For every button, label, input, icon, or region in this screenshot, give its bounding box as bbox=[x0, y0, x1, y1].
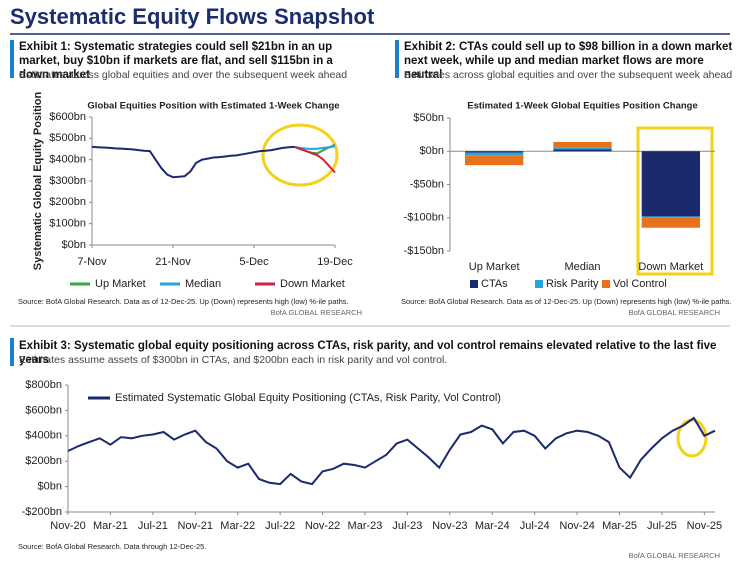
legend-label: CTAs bbox=[481, 278, 508, 290]
bar-segment bbox=[465, 155, 524, 166]
y-tick-label: $0bn bbox=[62, 239, 86, 251]
y-tick-label: $0bn bbox=[420, 145, 444, 157]
source: Source: BofA Global Research. Data as of… bbox=[401, 297, 732, 306]
y-tick-label: $800bn bbox=[25, 379, 62, 391]
x-tick-label: Nov-25 bbox=[687, 520, 722, 532]
x-tick-label: Mar-22 bbox=[220, 520, 255, 532]
exhibit-title: Exhibit 3: Systematic global equity posi… bbox=[19, 340, 717, 366]
y-tick-label: $500bn bbox=[49, 132, 86, 144]
y-axis-label: Systematic Global Equity Position bbox=[32, 91, 44, 270]
bar-segment bbox=[553, 147, 612, 150]
y-tick-label: $200bn bbox=[49, 196, 86, 208]
x-tick-label: Nov-20 bbox=[50, 520, 85, 532]
exhibit-subtitle: Estimates across global equities and ove… bbox=[404, 69, 733, 81]
x-tick-label: 7-Nov bbox=[77, 256, 107, 268]
credit: BofA GLOBAL RESEARCH bbox=[629, 308, 720, 317]
x-tick-label: Median bbox=[564, 261, 600, 273]
y-tick-label: -$150bn bbox=[404, 245, 444, 257]
x-tick-label: Mar-21 bbox=[93, 520, 128, 532]
y-tick-label: -$100bn bbox=[404, 212, 444, 224]
legend-label: Risk Parity bbox=[546, 278, 599, 290]
source: Source: BofA Global Research. Data throu… bbox=[18, 542, 206, 551]
legend-label: Median bbox=[185, 278, 221, 290]
x-tick-label: Jul-21 bbox=[138, 520, 168, 532]
x-tick-label: 19-Dec bbox=[317, 256, 353, 268]
credit: BofA GLOBAL RESEARCH bbox=[271, 308, 362, 317]
y-tick-label: $100bn bbox=[49, 218, 86, 230]
bar-segment bbox=[641, 217, 700, 228]
highlight bbox=[636, 126, 714, 276]
x-tick-label: Jul-25 bbox=[647, 520, 677, 532]
legend-swatch bbox=[602, 280, 610, 288]
highlight bbox=[261, 123, 339, 187]
legend-label: Vol Control bbox=[613, 278, 667, 290]
x-tick-label: Jul-24 bbox=[520, 520, 550, 532]
bar-segment bbox=[553, 141, 612, 148]
x-tick-label: Mar-23 bbox=[348, 520, 383, 532]
exhibit-subtitle: Estimates assume assets of $300bn in CTA… bbox=[19, 354, 448, 366]
bar-segment bbox=[465, 151, 524, 153]
y-tick-label: $300bn bbox=[49, 175, 86, 187]
x-tick-label: Jul-23 bbox=[392, 520, 422, 532]
chart-title: Global Equities Position with Estimated … bbox=[87, 101, 339, 112]
x-tick-label: Nov-23 bbox=[432, 520, 467, 532]
legend-label: Down Market bbox=[280, 278, 345, 290]
bar-segment bbox=[553, 149, 612, 152]
bar-segment bbox=[641, 151, 700, 217]
exhibit-bar bbox=[10, 40, 14, 78]
x-tick-label: 21-Nov bbox=[155, 256, 191, 268]
y-tick-label: $600bn bbox=[49, 111, 86, 123]
credit: BofA GLOBAL RESEARCH bbox=[629, 551, 720, 560]
y-tick-label: $200bn bbox=[25, 455, 62, 467]
x-tick-label: Up Market bbox=[469, 261, 520, 273]
x-tick-label: Mar-25 bbox=[602, 520, 637, 532]
exhibit-bar bbox=[10, 338, 14, 366]
x-tick-label: Jul-22 bbox=[265, 520, 295, 532]
y-tick-label: $0bn bbox=[38, 481, 62, 493]
exhibit-subtitle: Estimates across global equities and ove… bbox=[19, 69, 348, 81]
x-tick-label: Mar-24 bbox=[475, 520, 510, 532]
y-tick-label: $600bn bbox=[25, 404, 62, 416]
x-tick-label: Down Market bbox=[638, 261, 703, 273]
page-title: Systematic Equity Flows Snapshot bbox=[10, 4, 375, 29]
series-line bbox=[294, 145, 336, 174]
bar-segment bbox=[465, 152, 524, 156]
exhibit-bar bbox=[395, 40, 399, 78]
chart-title: Estimated 1-Week Global Equities Positio… bbox=[467, 101, 698, 112]
x-tick-label: Nov-22 bbox=[305, 520, 340, 532]
history-line bbox=[91, 145, 295, 179]
exhibit-title: Exhibit 2: CTAs could sell up to $98 bil… bbox=[404, 41, 733, 81]
source: Source: BofA Global Research. Data as of… bbox=[18, 297, 349, 306]
series-line bbox=[294, 145, 336, 151]
series-line bbox=[67, 416, 716, 486]
y-tick-label: $50bn bbox=[413, 112, 444, 124]
exhibit-title: Exhibit 1: Systematic strategies could s… bbox=[19, 41, 333, 81]
legend-label: Estimated Systematic Global Equity Posit… bbox=[115, 392, 501, 404]
bar-segment bbox=[641, 216, 700, 218]
y-tick-label: -$200bn bbox=[22, 506, 62, 518]
legend-swatch bbox=[470, 280, 478, 288]
x-tick-label: Nov-24 bbox=[559, 520, 594, 532]
y-tick-label: -$50bn bbox=[410, 178, 444, 190]
x-tick-label: Nov-21 bbox=[178, 520, 213, 532]
legend-swatch bbox=[535, 280, 543, 288]
y-tick-label: $400bn bbox=[49, 154, 86, 166]
legend-label: Up Market bbox=[95, 278, 146, 290]
y-tick-label: $400bn bbox=[25, 430, 62, 442]
x-tick-label: 5-Dec bbox=[239, 256, 269, 268]
